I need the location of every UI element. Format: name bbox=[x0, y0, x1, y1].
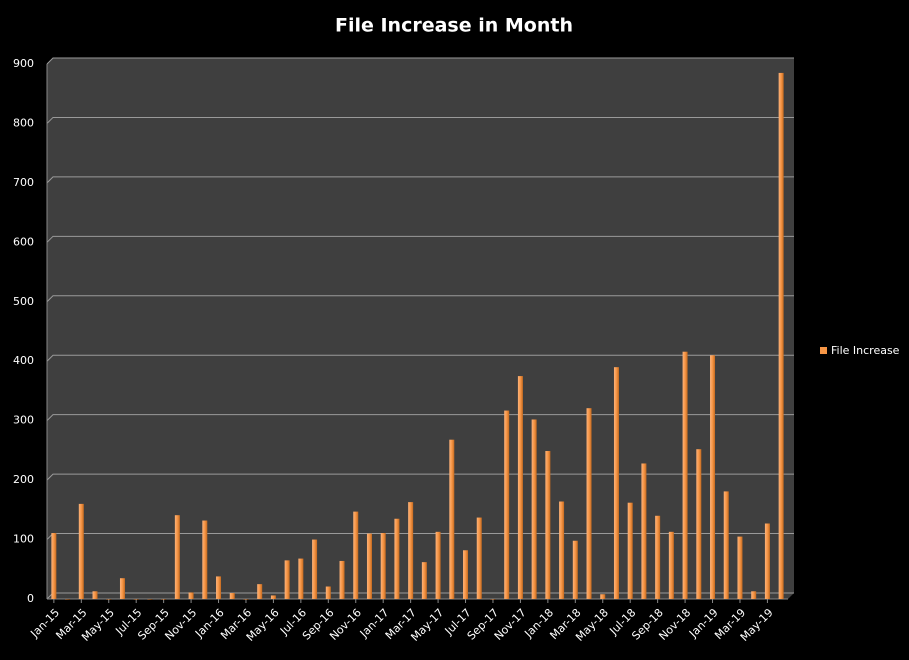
bar bbox=[490, 599, 496, 600]
y-tick-label: 700 bbox=[13, 176, 34, 189]
bar bbox=[408, 502, 414, 599]
bar bbox=[229, 593, 235, 599]
bar bbox=[270, 595, 276, 599]
bar bbox=[325, 586, 331, 599]
bar bbox=[613, 367, 619, 599]
bar bbox=[312, 539, 318, 599]
grid-line bbox=[46, 414, 794, 422]
bar bbox=[737, 536, 743, 599]
bar bbox=[751, 591, 757, 599]
bar bbox=[435, 531, 441, 599]
bar bbox=[257, 584, 263, 599]
y-tick-label: 600 bbox=[13, 235, 34, 248]
bar bbox=[504, 410, 510, 599]
plot-area bbox=[47, 58, 794, 599]
y-tick-label: 200 bbox=[13, 473, 34, 486]
grid-line bbox=[46, 176, 794, 184]
bar bbox=[572, 540, 578, 599]
bar bbox=[161, 599, 167, 600]
legend-swatch bbox=[820, 347, 827, 354]
bar bbox=[147, 599, 153, 600]
bar bbox=[353, 511, 359, 599]
bar bbox=[710, 355, 716, 599]
bar bbox=[174, 515, 180, 599]
bar bbox=[51, 533, 57, 599]
bar bbox=[627, 502, 633, 599]
grid-line bbox=[46, 235, 794, 243]
bar bbox=[600, 594, 606, 599]
bar bbox=[531, 419, 537, 599]
y-tick-label: 300 bbox=[13, 414, 34, 427]
legend-label: File Increase bbox=[831, 344, 900, 357]
bar bbox=[78, 503, 84, 599]
y-tick-label: 800 bbox=[13, 116, 34, 129]
bar bbox=[559, 501, 565, 599]
bar bbox=[476, 517, 482, 599]
grid-line bbox=[46, 116, 794, 124]
bar bbox=[449, 439, 455, 599]
bar bbox=[421, 562, 427, 599]
grid-line bbox=[46, 354, 794, 362]
bar bbox=[394, 518, 400, 599]
bar bbox=[517, 376, 523, 599]
bar bbox=[380, 533, 386, 599]
bar bbox=[366, 533, 372, 599]
bar bbox=[119, 578, 125, 599]
bar bbox=[133, 599, 139, 600]
bar bbox=[202, 520, 208, 599]
bar bbox=[339, 560, 345, 599]
bar bbox=[463, 550, 469, 599]
y-tick-label: 900 bbox=[13, 57, 34, 70]
bar bbox=[92, 591, 98, 599]
bar bbox=[298, 558, 304, 599]
bar bbox=[545, 450, 551, 599]
bar bbox=[586, 408, 592, 599]
y-tick-label: 400 bbox=[13, 354, 34, 367]
bar bbox=[243, 599, 249, 600]
bar bbox=[682, 351, 688, 599]
chart-title: File Increase in Month bbox=[335, 15, 573, 37]
bar bbox=[655, 515, 661, 599]
y-tick-label: 500 bbox=[13, 295, 34, 308]
bar bbox=[778, 72, 784, 599]
grid-line bbox=[46, 57, 794, 65]
grid-line bbox=[46, 295, 794, 303]
bar bbox=[668, 531, 674, 599]
y-tick-label: 0 bbox=[27, 592, 34, 605]
bar bbox=[106, 599, 112, 600]
bar bbox=[284, 560, 290, 599]
bar bbox=[723, 491, 729, 599]
bar bbox=[696, 449, 702, 599]
bar bbox=[188, 592, 194, 599]
bar bbox=[216, 576, 222, 599]
bar bbox=[764, 523, 770, 599]
bar bbox=[65, 599, 71, 600]
bar bbox=[641, 463, 647, 599]
y-tick-label: 100 bbox=[13, 533, 34, 546]
